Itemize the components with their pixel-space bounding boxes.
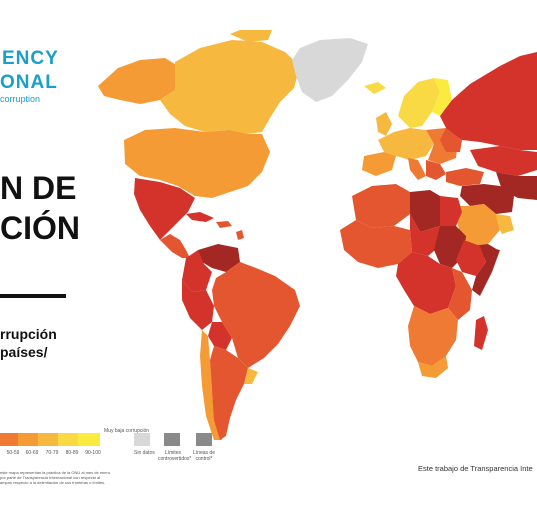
region-north-africa-west — [352, 184, 410, 228]
legend-swatch-80 — [58, 433, 78, 446]
legend-label-50: 50-59 — [6, 450, 20, 456]
disclaimer-line-3: ampos respecto a la delimitación de sus … — [0, 480, 106, 486]
region-brazil — [212, 262, 300, 368]
page-title-line-2: CIÓN — [0, 210, 80, 246]
legend-label-60: 60-69 — [25, 450, 39, 456]
region-iberia — [362, 152, 396, 176]
region-western-europe — [378, 128, 434, 160]
logo-text-line-3: corruption — [0, 94, 41, 104]
legend-label-90: 90-100 — [85, 450, 101, 456]
region-ethiopia — [456, 240, 486, 276]
legend-high-label: Muy baja corrupción — [104, 428, 150, 434]
region-alaska — [98, 58, 178, 104]
page-subtitle-line-2: países/ — [0, 344, 48, 360]
region-southern-africa — [408, 306, 458, 366]
logo-text-line-1: ENCY — [2, 48, 59, 69]
region-peru — [182, 280, 214, 330]
region-italy — [408, 158, 426, 180]
region-somalia — [472, 246, 500, 296]
region-turkey — [446, 168, 484, 186]
region-central-africa — [396, 252, 456, 314]
region-east-africa — [448, 268, 472, 320]
page-subtitle: rrupción países/ — [0, 325, 57, 361]
region-sahel — [410, 214, 440, 256]
region-cuba — [186, 212, 214, 222]
region-uruguay — [244, 368, 258, 384]
region-ukraine — [440, 128, 462, 152]
region-madagascar — [474, 316, 488, 350]
map-legend: 50-59 60-69 70-79 80-89 90-100 Muy baja … — [0, 428, 230, 488]
region-iraq-syria — [460, 184, 484, 206]
region-usa — [124, 128, 270, 198]
region-uk — [376, 112, 392, 136]
legend-swatch-50 — [0, 433, 18, 446]
region-finland — [432, 78, 452, 116]
region-iceland — [364, 82, 386, 94]
region-central-america — [160, 234, 190, 258]
region-iran — [484, 184, 514, 214]
region-balkans — [426, 160, 446, 180]
world-corruption-map — [98, 30, 537, 440]
region-kazakhstan — [470, 146, 537, 176]
legend-label-no-data: Sin datos — [134, 450, 155, 456]
page-title: N DE CIÓN — [0, 168, 80, 248]
region-gulf — [496, 214, 514, 234]
page-title-line-1: N DE — [0, 170, 77, 206]
region-canada-islands — [230, 30, 272, 42]
legend-label-80: 80-89 — [65, 450, 79, 456]
disclaimer-line-1: este mapa representan la práctica de la … — [0, 470, 111, 475]
credit-text: Este trabajo de Transparencia Inte — [418, 464, 533, 473]
region-south-africa — [418, 356, 448, 378]
region-bolivia — [208, 322, 232, 350]
legend-swatch-disputed — [164, 433, 180, 446]
region-scandinavia — [398, 78, 440, 128]
legend-swatch-no-data — [134, 433, 150, 446]
region-hispaniola — [216, 221, 232, 228]
disclaimer-line-2: por parte de Transparencia Internacional… — [0, 475, 101, 481]
logo-text-line-2: ONAL — [0, 72, 58, 93]
map-disclaimer: este mapa representan la práctica de la … — [0, 470, 140, 486]
title-divider — [0, 294, 66, 298]
region-libya — [410, 190, 440, 232]
legend-swatch-70 — [38, 433, 58, 446]
region-colombia — [182, 250, 212, 292]
region-egypt — [440, 196, 462, 226]
region-west-africa — [340, 220, 412, 268]
legend-label-control-lines: Líneas de control* — [193, 450, 215, 462]
region-chile — [200, 330, 222, 440]
region-greenland — [292, 38, 368, 102]
legend-swatch-90 — [78, 433, 100, 446]
region-antilles — [236, 230, 244, 240]
region-central-asia — [496, 172, 537, 200]
region-canada — [160, 40, 300, 134]
region-venezuela — [198, 244, 240, 272]
region-russia — [440, 52, 537, 150]
region-mexico — [134, 178, 195, 240]
legend-swatch-control-lines — [196, 433, 212, 446]
legend-swatch-60 — [18, 433, 38, 446]
legend-label-70: 70-79 — [45, 450, 59, 456]
page-subtitle-line-1: rrupción — [0, 326, 57, 342]
region-argentina — [210, 346, 248, 440]
legend-label-disputed: Límites controvertidos* — [158, 450, 192, 462]
